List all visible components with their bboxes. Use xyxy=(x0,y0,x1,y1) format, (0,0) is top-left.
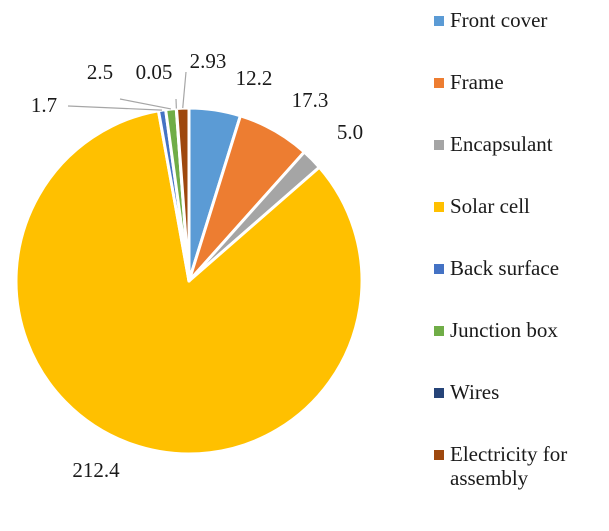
data-label: 2.5 xyxy=(87,60,113,84)
legend-item: Junction box xyxy=(434,318,600,342)
leader-line xyxy=(182,71,187,109)
legend-label: Junction box xyxy=(450,318,558,342)
leader-line xyxy=(67,105,163,111)
legend-item: Back surface xyxy=(434,256,600,280)
legend-label: Frame xyxy=(450,70,504,94)
data-label: 2.93 xyxy=(190,49,227,73)
legend-label: Solar cell xyxy=(450,194,530,218)
legend-swatch xyxy=(434,388,444,398)
legend-swatch xyxy=(434,202,444,212)
legend-label: Wires xyxy=(450,380,500,404)
legend-label: Electricity for assembly xyxy=(450,442,568,490)
legend-swatch xyxy=(434,264,444,274)
legend-item: Encapsulant xyxy=(434,132,600,156)
data-label: 17.3 xyxy=(292,88,329,112)
pie-chart: 12.2 17.3 5.0 212.4 1.7 2.5 0.05 2.93 xyxy=(14,49,364,482)
legend-item: Front cover xyxy=(434,8,600,32)
legend-swatch xyxy=(434,16,444,26)
data-labels: 12.2 17.3 5.0 212.4 1.7 2.5 0.05 2.93 xyxy=(31,49,363,482)
data-label: 12.2 xyxy=(236,66,273,90)
legend-label: Front cover xyxy=(450,8,548,32)
data-label: 5.0 xyxy=(337,120,363,144)
legend-swatch xyxy=(434,140,444,150)
pie-slices xyxy=(14,106,364,456)
data-label: 1.7 xyxy=(31,93,57,117)
data-label: 0.05 xyxy=(136,60,173,84)
legend-swatch xyxy=(434,450,444,460)
data-label: 212.4 xyxy=(72,458,120,482)
legend-label: Back surface xyxy=(450,256,560,280)
legend-swatch xyxy=(434,326,444,336)
legend-item: Frame xyxy=(434,70,600,94)
legend-label: Encapsulant xyxy=(450,132,553,156)
legend-item: Wires xyxy=(434,380,600,404)
legend-item: Solar cell xyxy=(434,194,600,218)
legend-item: Electricity for assembly xyxy=(434,442,600,490)
leader-line xyxy=(119,98,172,110)
legend-swatch xyxy=(434,78,444,88)
leader-lines xyxy=(67,71,187,111)
